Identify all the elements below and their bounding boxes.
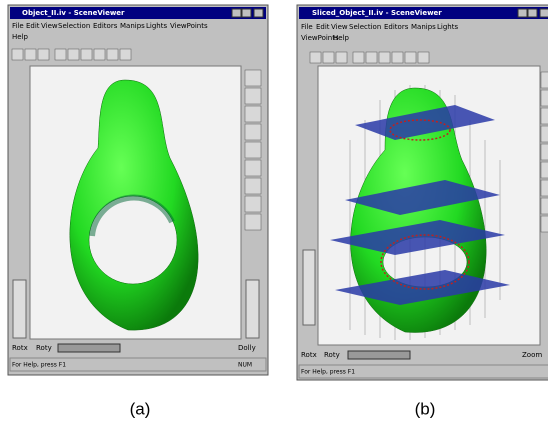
tool-button[interactable] [541,144,548,160]
menu-item[interactable]: Selection [58,22,90,30]
tool-button[interactable] [25,49,36,60]
page: {"figure": {"panels": [ {"caption": "(a)… [0,0,548,443]
window-controls[interactable] [232,9,263,17]
thumbwheel[interactable] [58,344,120,352]
tool-button[interactable] [245,106,261,122]
tool-button[interactable] [245,214,261,230]
tool-button[interactable] [310,52,321,63]
status-text: For Help, press F1 [12,362,66,369]
menu-item[interactable]: File [12,22,24,30]
wheel-label: Dolly [238,344,256,352]
status-text: For Help, press F1 [301,369,355,376]
tool-button[interactable] [541,180,548,196]
tool-button[interactable] [120,49,131,60]
tool-button[interactable] [353,52,364,63]
tool-button[interactable] [38,49,49,60]
tool-button[interactable] [418,52,429,63]
menu-item[interactable]: Manips [120,22,145,30]
tool-button[interactable] [245,196,261,212]
window-title: Object_II.iv - SceneViewer [22,9,125,17]
tool-button[interactable] [55,49,66,60]
tool-button[interactable] [392,52,403,63]
tool-button[interactable] [107,49,118,60]
side-toolbar[interactable] [541,72,548,232]
tool-button[interactable] [379,52,390,63]
slider[interactable] [13,280,26,338]
menu-item[interactable]: Lights [146,22,167,30]
wheel-label: Roty [324,351,340,359]
tool-button[interactable] [541,126,548,142]
window-title: Sliced_Object_II.iv - SceneViewer [312,9,442,17]
tool-button[interactable] [245,142,261,158]
tool-button[interactable] [541,198,548,214]
menu-item[interactable]: Edit [316,23,330,31]
tool-button[interactable] [541,162,548,178]
window-controls[interactable] [518,9,548,17]
status-indicator: NUM [238,362,252,369]
tool-button[interactable] [405,52,416,63]
thumbwheel[interactable] [348,351,410,359]
side-toolbar[interactable] [245,70,261,230]
tool-button[interactable] [541,72,548,88]
menu-item[interactable]: Help [12,33,29,41]
slider[interactable] [303,250,315,325]
menu-item[interactable]: Help [333,34,350,42]
caption: (b) [415,399,436,418]
wheel-label: Rotx [12,344,28,352]
tool-button[interactable] [541,216,548,232]
tool-button[interactable] [245,70,261,86]
tool-button[interactable] [81,49,92,60]
figure: Object_II.iv - SceneViewer Rotx Roty Dol… [0,0,548,443]
toolbar[interactable] [12,49,131,60]
menu-item[interactable]: Editors [93,22,118,30]
tool-button[interactable] [12,49,23,60]
menu-item[interactable]: Lights [437,23,458,31]
tool-button[interactable] [323,52,334,63]
caption: (a) [130,399,151,418]
tool-button[interactable] [541,90,548,106]
menu-item[interactable]: ViewPoints [170,22,208,30]
wheel-label: Roty [36,344,52,352]
menu-item[interactable]: Editors [384,23,409,31]
tool-button[interactable] [245,160,261,176]
tool-button[interactable] [366,52,377,63]
tool-button[interactable] [245,88,261,104]
menu-item[interactable]: View [331,23,348,31]
menu-item[interactable]: Edit [26,22,40,30]
tool-button[interactable] [68,49,79,60]
wheel-label: Zoom [522,351,542,359]
wheel-label: Rotx [301,351,317,359]
menu-item[interactable]: Manips [411,23,436,31]
tool-button[interactable] [336,52,347,63]
menu-item[interactable]: Selection [349,23,381,31]
menu-item[interactable]: File [301,23,313,31]
menu-item[interactable]: View [41,22,58,30]
toolbar[interactable] [310,52,429,63]
tool-button[interactable] [245,124,261,140]
tool-button[interactable] [94,49,105,60]
tool-button[interactable] [245,178,261,194]
slider[interactable] [246,280,259,338]
tool-button[interactable] [541,108,548,124]
